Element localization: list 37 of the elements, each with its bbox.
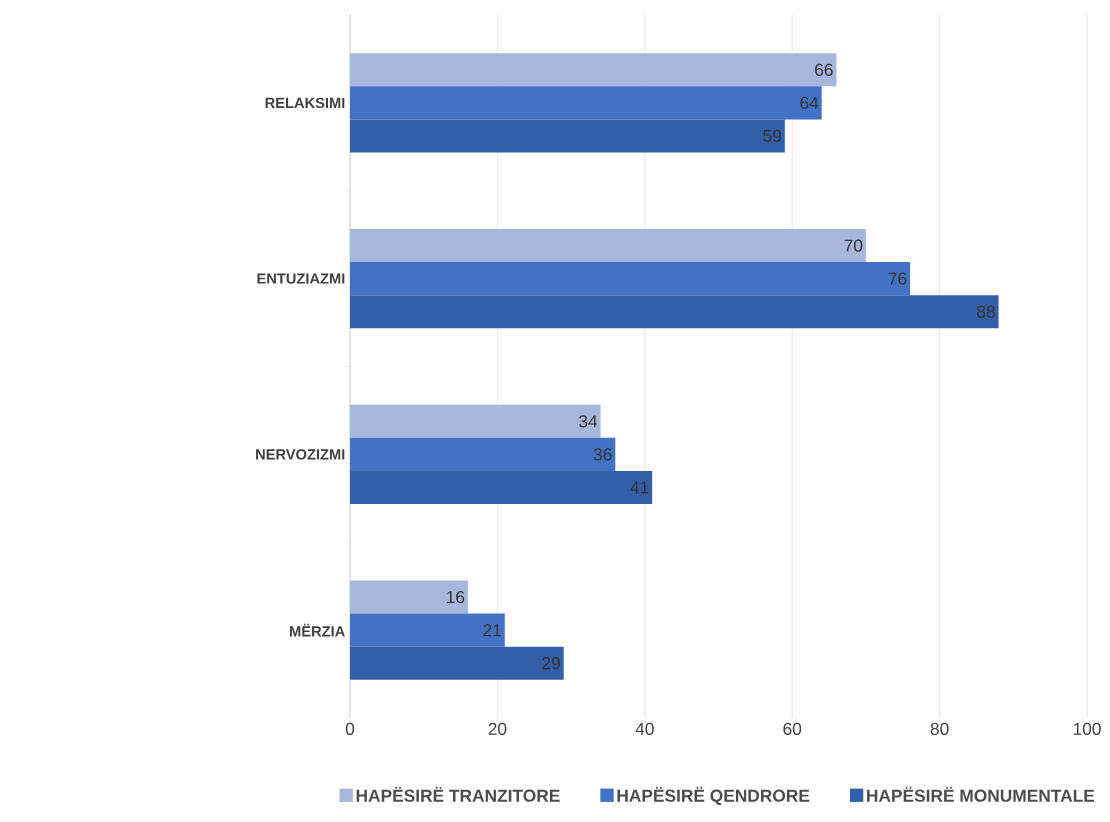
data-label: 16 (447, 590, 465, 604)
y-tick-label: MËRZIA (290, 623, 345, 637)
bar (350, 229, 866, 263)
legend-label: HAPËSIRË TRANZITORE (356, 786, 560, 802)
data-label: 88 (977, 305, 995, 318)
data-label: 64 (800, 96, 819, 110)
data-label: 41 (630, 481, 649, 494)
bar (350, 262, 911, 296)
data-label: 34 (579, 415, 598, 428)
y-tick-label: ENTUZIAZMI (257, 273, 345, 284)
data-label: 36 (593, 448, 612, 461)
y-tick-label: NERVOZIZMI (256, 449, 345, 460)
data-label: 76 (888, 272, 907, 285)
bar (350, 295, 999, 329)
data-label: 59 (763, 129, 782, 143)
x-tick-label: 100 (1073, 722, 1101, 735)
bar (350, 580, 468, 614)
data-label: 66 (815, 63, 833, 76)
bar (350, 470, 653, 504)
bar (350, 646, 564, 680)
bar (350, 613, 505, 647)
data-label: 21 (483, 624, 501, 637)
data-label: 70 (844, 239, 863, 252)
x-tick-label: 80 (930, 722, 949, 735)
x-tick-label: 0 (345, 722, 355, 735)
x-tick-label: 40 (635, 722, 654, 735)
bar (350, 53, 837, 87)
bar (350, 86, 822, 120)
bar (350, 437, 616, 471)
bar (350, 119, 785, 153)
legend-label: HAPËSIRË MONUMENTALE (867, 786, 1095, 802)
x-tick-label: 20 (488, 722, 507, 735)
legend-label: HAPËSIRË QENDRORE (617, 786, 810, 806)
x-tick-label: 60 (783, 722, 802, 735)
data-label: 29 (542, 657, 560, 670)
bar (350, 404, 601, 438)
y-tick-label: RELAKSIMI (265, 97, 345, 109)
